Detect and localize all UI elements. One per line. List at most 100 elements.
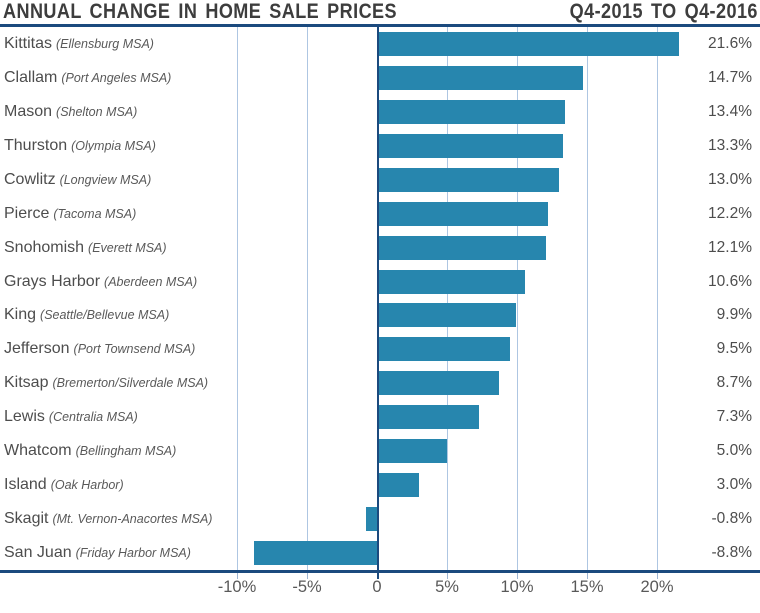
value-label: 3.0% [716,476,752,494]
bar [365,507,377,532]
value-label: 9.9% [716,306,752,324]
x-axis-tick-label: -10% [217,578,257,596]
value-label: -8.8% [711,544,753,562]
category-label: Island (Oak Harbor) [4,476,124,494]
chart-row: Clallam (Port Angeles MSA) 14.7% [0,61,760,95]
county-name: Mason [4,102,53,120]
value-label: 13.4% [708,102,752,120]
bar [377,31,680,56]
county-name: Kitsap [4,374,49,392]
category-label: Thurston (Olympia MSA) [4,137,156,155]
county-name: Clallam [4,68,58,86]
category-label: Clallam (Port Angeles MSA) [4,69,171,87]
msa-name: (Centralia MSA) [48,410,138,425]
category-label: San Juan (Friday Harbor MSA) [4,544,191,562]
x-axis-tick [307,573,308,579]
msa-name: (Shelton MSA) [56,104,138,119]
chart-row: Lewis (Centralia MSA) 7.3% [0,400,760,434]
value-label: 7.3% [716,408,752,426]
chart-row: Cowlitz (Longview MSA) 13.0% [0,163,760,197]
chart-row: Mason (Shelton MSA) 13.4% [0,95,760,129]
bar [377,133,564,158]
chart-header: ANNUAL CHANGE IN HOME SALE PRICES Q4-201… [0,0,760,24]
chart-row: Kittitas (Ellensburg MSA) 21.6% [0,27,760,61]
msa-name: (Tacoma MSA) [53,206,137,221]
x-axis-line [0,570,760,573]
msa-name: (Olympia MSA) [71,138,156,153]
bar [377,473,419,498]
county-name: Jefferson [4,340,70,358]
bar [377,439,447,464]
x-axis-tick [517,573,518,579]
msa-name: (Oak Harbor) [50,478,124,493]
county-name: Cowlitz [4,170,56,188]
bar [377,371,499,396]
bar [377,167,559,192]
category-label: King (Seattle/Bellevue MSA) [4,306,169,324]
value-label: 12.2% [708,204,752,222]
gridline [237,27,238,570]
category-label: Mason (Shelton MSA) [4,103,137,121]
bar [377,269,526,294]
msa-name: (Longview MSA) [59,172,152,187]
county-name: Grays Harbor [4,272,101,290]
msa-name: (Port Angeles MSA) [61,70,172,85]
zero-axis-line [377,27,379,570]
bar [377,337,510,362]
chart-row: Snohomish (Everett MSA) 12.1% [0,231,760,265]
msa-name: (Everett MSA) [88,240,167,255]
gridline [657,27,658,570]
county-name: Skagit [4,510,49,528]
msa-name: (Bellingham MSA) [75,444,177,459]
value-label: 14.7% [708,68,752,86]
x-axis-tick [237,573,238,579]
msa-name: (Mt. Vernon-Anacortes MSA) [52,512,213,527]
chart-row: Pierce (Tacoma MSA) 12.2% [0,197,760,231]
x-axis-tick-label: 0 [372,578,382,596]
value-label: 12.1% [708,238,752,256]
chart-row: Thurston (Olympia MSA) 13.3% [0,129,760,163]
chart-row: San Juan (Friday Harbor MSA) -8.8% [0,536,760,570]
bar [377,99,565,124]
bar [377,405,480,430]
value-label: 13.0% [708,170,752,188]
x-axis-tick-label: -5% [292,578,322,596]
category-label: Pierce (Tacoma MSA) [4,205,136,223]
value-label: 13.3% [708,136,752,154]
chart-row: Island (Oak Harbor) 3.0% [0,468,760,502]
chart-row: Kitsap (Bremerton/Silverdale MSA) 8.7% [0,366,760,400]
county-name: King [4,306,37,324]
county-name: Kittitas [4,34,53,52]
msa-name: (Ellensburg MSA) [56,36,154,51]
bar [377,303,516,328]
bar [377,235,547,260]
value-label: 21.6% [708,34,752,52]
x-axis-tick-label: 10% [500,578,534,596]
value-label: 10.6% [708,272,752,290]
chart-row: Whatcom (Bellingham MSA) 5.0% [0,434,760,468]
chart-row: King (Seattle/Bellevue MSA) 9.9% [0,299,760,333]
x-axis-tick-label: 15% [570,578,604,596]
value-label: 5.0% [716,442,752,460]
category-label: Skagit (Mt. Vernon-Anacortes MSA) [4,510,212,528]
county-name: Pierce [4,204,50,222]
chart-row: Skagit (Mt. Vernon-Anacortes MSA) -0.8% [0,502,760,536]
category-label: Whatcom (Bellingham MSA) [4,442,176,460]
county-name: Lewis [4,408,45,426]
chart-row: Grays Harbor (Aberdeen MSA) 10.6% [0,265,760,299]
gridline [307,27,308,570]
value-label: 9.5% [716,340,752,358]
gridline [517,27,518,570]
category-label: Jefferson (Port Townsend MSA) [4,340,195,358]
msa-name: (Seattle/Bellevue MSA) [40,308,170,323]
county-name: Snohomish [4,238,85,256]
msa-name: (Aberdeen MSA) [104,274,198,289]
county-name: Thurston [4,136,68,154]
msa-name: (Friday Harbor MSA) [75,546,191,561]
bar [377,65,583,90]
category-label: Snohomish (Everett MSA) [4,239,167,257]
county-name: Island [4,476,47,494]
chart-title: ANNUAL CHANGE IN HOME SALE PRICES [3,0,398,23]
x-axis-tick [657,573,658,579]
